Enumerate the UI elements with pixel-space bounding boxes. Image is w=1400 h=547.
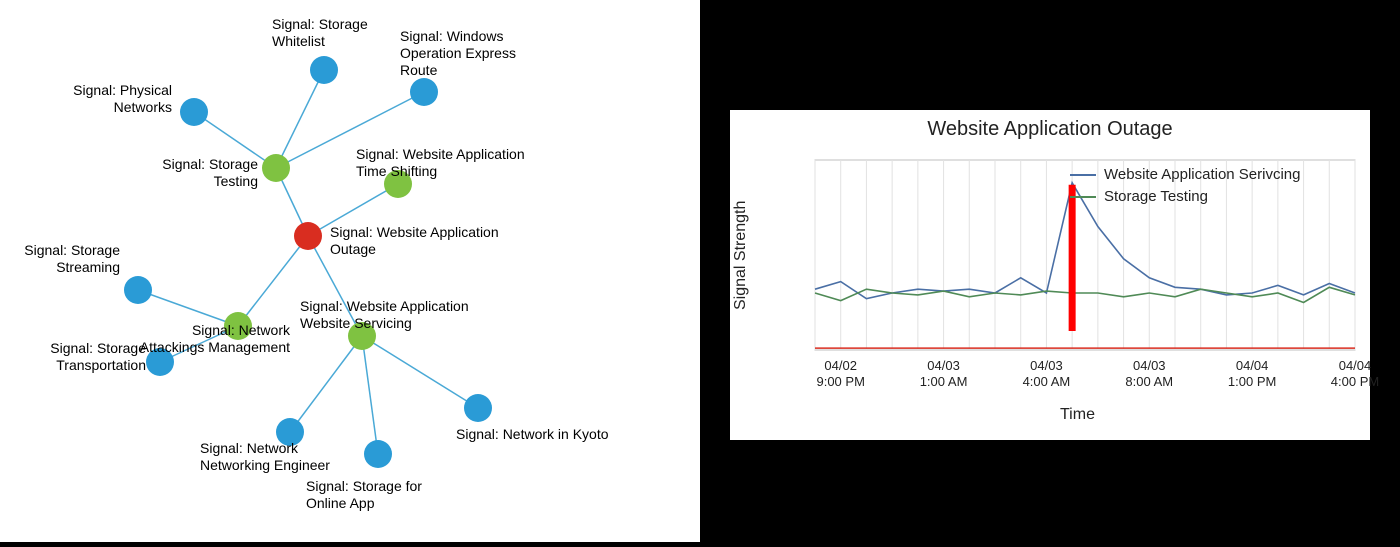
legend-label: Website Application Serivcing [1104, 166, 1301, 183]
graph-node-physnet [180, 98, 208, 126]
graph-node-label-physnet: Signal: Physical Networks [73, 82, 172, 116]
graph-node-label-netengr: Signal: Network Networking Engineer [200, 440, 330, 474]
graph-node-onlineapp [364, 440, 392, 468]
xtick-label: 04/02 9:00 PM [799, 358, 883, 389]
xtick-label: 04/03 4:00 AM [1004, 358, 1088, 389]
graph-node-label-winroute: Signal: Windows Operation Express Route [400, 28, 516, 78]
xtick-label: 04/03 8:00 AM [1107, 358, 1191, 389]
xtick-label: 04/04 4:00 PM [1313, 358, 1397, 389]
xtick-label: 04/03 1:00 AM [902, 358, 986, 389]
legend-label: Storage Testing [1104, 188, 1208, 205]
graph-node-label-kyoto: Signal: Network in Kyoto [456, 426, 609, 443]
graph-node-whitelist [310, 56, 338, 84]
graph-node-label-transport: Signal: Storage Transportation [50, 340, 146, 374]
signal-network-graph: Signal: Website Application Outage Signal… [0, 0, 700, 542]
graph-node-testing [262, 154, 290, 182]
graph-node-outage [294, 222, 322, 250]
x-axis-label: Time [1060, 406, 1095, 424]
graph-node-label-onlineapp: Signal: Storage for Online App [306, 478, 422, 512]
legend-item: Storage Testing [1070, 188, 1208, 205]
graph-edge [276, 70, 324, 168]
graph-node-kyoto [464, 394, 492, 422]
legend-item: Website Application Serivcing [1070, 166, 1301, 183]
outage-line-chart: Website Application Outage Signal Streng… [730, 110, 1370, 440]
graph-node-streaming [124, 276, 152, 304]
graph-node-label-testing: Signal: Storage Testing [162, 156, 258, 190]
graph-edge [362, 336, 378, 454]
graph-edge [362, 336, 478, 408]
graph-node-label-timeshift: Signal: Website Application Time Shiftin… [356, 146, 525, 180]
graph-node-label-whitelist: Signal: Storage Whitelist [272, 16, 368, 50]
chart-svg [730, 110, 1370, 440]
graph-edge [138, 290, 238, 326]
legend-swatch [1070, 196, 1096, 198]
graph-edge [290, 336, 362, 432]
graph-node-label-outage: Signal: Website Application Outage [330, 224, 499, 258]
graph-node-label-streaming: Signal: Storage Streaming [24, 242, 120, 276]
graph-node-winroute [410, 78, 438, 106]
graph-node-label-attacks: Signal: Network Attackings Management [140, 322, 290, 356]
graph-edge [238, 236, 308, 326]
y-axis-label: Signal Strength [732, 201, 750, 310]
xtick-label: 04/04 1:00 PM [1210, 358, 1294, 389]
legend-swatch [1070, 174, 1096, 176]
series-line-1 [815, 287, 1355, 302]
graph-node-label-servicing: Signal: Website Application Website Serv… [300, 298, 469, 332]
